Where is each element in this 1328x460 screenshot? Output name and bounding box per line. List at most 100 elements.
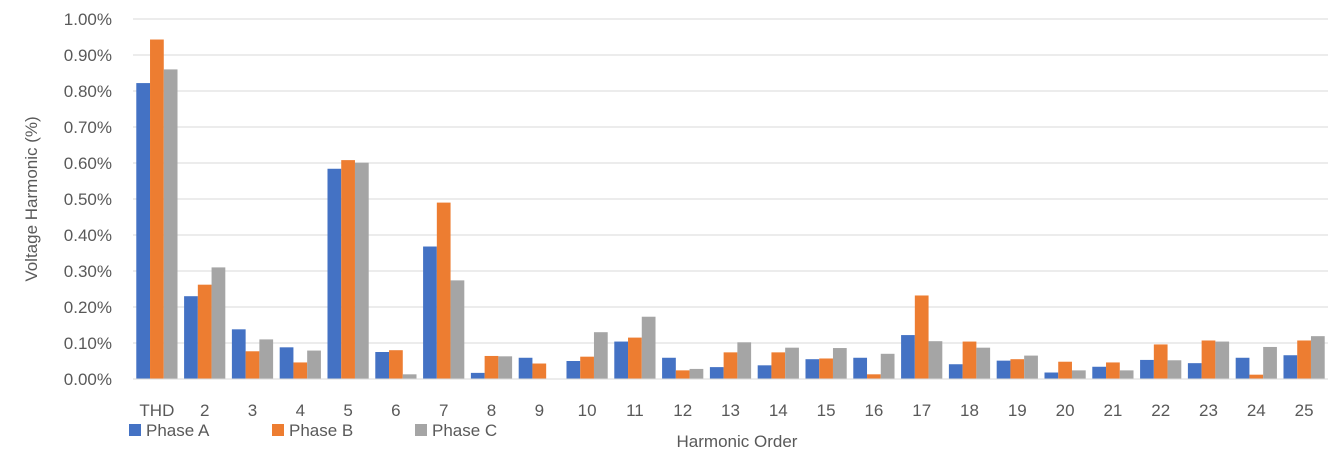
y-tick-label: 0.80% (64, 82, 112, 101)
bar-phase-b (1297, 340, 1311, 379)
bar-phase-a (184, 296, 198, 379)
bar-phase-c (1215, 341, 1230, 379)
bar-phase-b (436, 202, 451, 379)
bar-phase-c (259, 339, 274, 379)
x-axis-ticks: THD 2 3 4 5 6 7 8 9 10 11 12 13 14 15 16 17 18 19 20 21 22 23 2… (139, 401, 1313, 420)
bar-phase-b (723, 352, 738, 379)
legend-swatch (272, 424, 284, 436)
bar-phase-b (1106, 362, 1120, 379)
bar-phase-a (1044, 372, 1059, 379)
bar-phase-a (757, 365, 772, 379)
bar-phase-a (231, 329, 246, 379)
bar-phase-c (832, 348, 847, 379)
legend-swatch (415, 424, 427, 436)
x-tick-label: 12 (673, 401, 692, 420)
bar-phase-a (327, 168, 342, 379)
bar-phase-a (1140, 359, 1154, 379)
bar-phase-c (1263, 346, 1277, 379)
bar-phase-b (532, 363, 547, 379)
bar-phase-b (150, 39, 164, 380)
x-tick-label: THD (139, 401, 174, 420)
bar-phase-b (867, 374, 881, 379)
y-tick-label: 0.60% (64, 154, 112, 173)
bar-phase-a (853, 357, 868, 379)
bar-phase-c (498, 356, 513, 379)
bar-phase-a (1283, 355, 1298, 379)
bar-phase-c (1024, 355, 1038, 379)
bar-phase-c (1310, 336, 1325, 379)
x-tick-label: 22 (1151, 401, 1170, 420)
bar-phase-a (948, 364, 963, 379)
y-tick-label: 0.70% (64, 118, 112, 137)
bar-phase-c (785, 347, 799, 379)
legend-label: Phase C (432, 421, 497, 440)
y-tick-label: 0.30% (64, 262, 112, 281)
bar-phase-c (689, 368, 704, 379)
bar-phase-b (1249, 374, 1264, 379)
bar-phase-c (1119, 370, 1134, 379)
bar-phase-c (211, 267, 226, 379)
bar-phase-c (163, 69, 178, 380)
bar-phase-b (1153, 344, 1168, 379)
bar-phase-a (1235, 357, 1250, 379)
bar-phase-c (641, 316, 656, 379)
x-tick-label: 8 (487, 401, 496, 420)
x-tick-label: 19 (1008, 401, 1027, 420)
bar-phase-c (1167, 360, 1182, 379)
x-tick-label: 15 (817, 401, 836, 420)
bar-phase-c (976, 347, 991, 379)
bar-phase-c (402, 374, 417, 379)
gridlines (133, 18, 1328, 344)
bar-phase-b (245, 351, 260, 379)
y-tick-label: 0.90% (64, 46, 112, 65)
bar-phase-a (518, 357, 533, 379)
x-tick-label: 21 (1103, 401, 1122, 420)
bar-phase-a (470, 372, 485, 379)
x-axis-title: Harmonic Order (677, 432, 798, 451)
x-tick-label: 5 (343, 401, 352, 420)
x-tick-label: 6 (391, 401, 400, 420)
bar-phase-a (1187, 363, 1202, 379)
bar-phase-a (614, 341, 629, 379)
bar-phase-b (914, 295, 929, 379)
bar-phase-b (1058, 361, 1072, 379)
y-tick-label: 1.00% (64, 10, 112, 29)
x-tick-label: 13 (721, 401, 740, 420)
bar-phase-c (928, 341, 943, 379)
bar-phase-a (566, 361, 581, 379)
bar-phase-b (341, 160, 355, 379)
bar-phase-c (307, 350, 321, 379)
x-tick-label: 2 (200, 401, 209, 420)
bar-phase-b (1010, 359, 1025, 379)
bar-phase-b (819, 358, 833, 379)
bar-phase-b (962, 341, 977, 379)
x-tick-label: 24 (1247, 401, 1266, 420)
y-tick-label: 0.10% (64, 334, 112, 353)
x-tick-label: 11 (626, 401, 644, 420)
bar-phase-a (901, 335, 915, 379)
bar-phase-c (737, 342, 752, 379)
bar-phase-a (662, 357, 676, 379)
bar-phase-a (805, 359, 820, 379)
bar-phase-b (293, 362, 308, 379)
x-tick-label: 14 (769, 401, 788, 420)
bar-phase-b (197, 284, 212, 379)
bar-phase-b (484, 355, 499, 379)
x-tick-label: 18 (960, 401, 979, 420)
bar-phase-c (354, 162, 369, 379)
legend-label: Phase B (289, 421, 353, 440)
x-tick-label: 7 (439, 401, 448, 420)
y-tick-label: 0.20% (64, 298, 112, 317)
bar-phase-c (1071, 370, 1086, 379)
bar-phase-a (709, 367, 724, 379)
bar-phase-b (675, 370, 690, 379)
x-tick-label: 10 (578, 401, 597, 420)
bar-phase-a (279, 347, 294, 379)
y-tick-label: 0.50% (64, 190, 112, 209)
bar-series (136, 39, 1325, 380)
x-tick-label: 23 (1199, 401, 1218, 420)
x-tick-label: 16 (864, 401, 883, 420)
legend: Phase A Phase B Phase C (129, 421, 497, 440)
